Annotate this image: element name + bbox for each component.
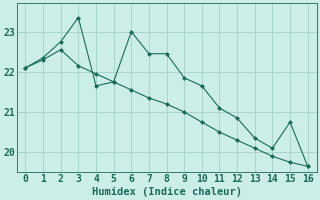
X-axis label: Humidex (Indice chaleur): Humidex (Indice chaleur) bbox=[92, 186, 242, 197]
